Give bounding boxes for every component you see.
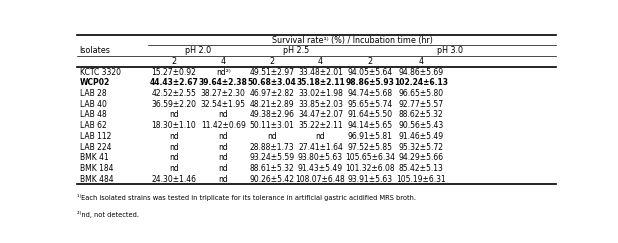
Text: Survival rate¹⁾ (%) / Incubation time (hr): Survival rate¹⁾ (%) / Incubation time (h… xyxy=(272,36,433,45)
Text: KCTC 3320: KCTC 3320 xyxy=(80,68,121,77)
Text: 2: 2 xyxy=(368,57,373,66)
Text: 88.62±5.32: 88.62±5.32 xyxy=(399,111,443,120)
Text: 15.27±0.92: 15.27±0.92 xyxy=(151,68,196,77)
Text: 105.65±6.34: 105.65±6.34 xyxy=(345,153,395,162)
Text: 42.52±2.55: 42.52±2.55 xyxy=(151,89,196,98)
Text: nd: nd xyxy=(218,153,228,162)
Text: 91.46±5.49: 91.46±5.49 xyxy=(399,132,444,141)
Text: 2: 2 xyxy=(269,57,274,66)
Text: 18.30±1.10: 18.30±1.10 xyxy=(151,121,196,130)
Text: Isolates: Isolates xyxy=(80,46,111,55)
Text: LAB 40: LAB 40 xyxy=(80,100,106,109)
Text: nd: nd xyxy=(169,143,179,152)
Text: 50.11±3.01: 50.11±3.01 xyxy=(250,121,294,130)
Text: ¹⁾Each isolated strains was tested in triplicate for its tolerance in artificial: ¹⁾Each isolated strains was tested in tr… xyxy=(77,194,417,201)
Text: nd: nd xyxy=(169,111,179,120)
Text: 50.68±3.04: 50.68±3.04 xyxy=(248,78,296,87)
Text: 108.07±6.48: 108.07±6.48 xyxy=(295,175,345,184)
Text: 35.22±2.11: 35.22±2.11 xyxy=(298,121,343,130)
Text: pH 2.5: pH 2.5 xyxy=(283,46,309,55)
Text: nd: nd xyxy=(218,111,228,120)
Text: 95.65±5.74: 95.65±5.74 xyxy=(347,100,393,109)
Text: BMK 41: BMK 41 xyxy=(80,153,108,162)
Text: 105.19±6.31: 105.19±6.31 xyxy=(396,175,446,184)
Text: 49.38±2.96: 49.38±2.96 xyxy=(250,111,294,120)
Text: 96.91±5.81: 96.91±5.81 xyxy=(348,132,392,141)
Text: 95.32±5.72: 95.32±5.72 xyxy=(399,143,443,152)
Text: 101.32±6.08: 101.32±6.08 xyxy=(345,164,395,173)
Text: 90.26±5.42: 90.26±5.42 xyxy=(250,175,294,184)
Text: 93.80±5.63: 93.80±5.63 xyxy=(298,153,343,162)
Text: 91.64±5.50: 91.64±5.50 xyxy=(347,111,392,120)
Text: 33.85±2.03: 33.85±2.03 xyxy=(298,100,343,109)
Text: 93.24±5.59: 93.24±5.59 xyxy=(250,153,295,162)
Text: 24.30±1.46: 24.30±1.46 xyxy=(151,175,197,184)
Text: 94.05±5.64: 94.05±5.64 xyxy=(347,68,393,77)
Text: 4: 4 xyxy=(221,57,226,66)
Text: 94.14±5.65: 94.14±5.65 xyxy=(347,121,392,130)
Text: 4: 4 xyxy=(318,57,323,66)
Text: 28.88±1.73: 28.88±1.73 xyxy=(250,143,294,152)
Text: 27.41±1.64: 27.41±1.64 xyxy=(298,143,343,152)
Text: 36.59±2.20: 36.59±2.20 xyxy=(151,100,197,109)
Text: 32.54±1.95: 32.54±1.95 xyxy=(201,100,246,109)
Text: 49.51±2.97: 49.51±2.97 xyxy=(250,68,294,77)
Text: nd: nd xyxy=(169,153,179,162)
Text: 93.91±5.63: 93.91±5.63 xyxy=(347,175,392,184)
Text: nd: nd xyxy=(218,164,228,173)
Text: 35.18±2.11: 35.18±2.11 xyxy=(296,78,345,87)
Text: 92.77±5.57: 92.77±5.57 xyxy=(399,100,444,109)
Text: 88.61±5.32: 88.61±5.32 xyxy=(250,164,294,173)
Text: 90.56±5.43: 90.56±5.43 xyxy=(398,121,444,130)
Text: 2: 2 xyxy=(171,57,176,66)
Text: 94.74±5.68: 94.74±5.68 xyxy=(347,89,392,98)
Text: 85.42±5.13: 85.42±5.13 xyxy=(399,164,443,173)
Text: 39.64±2.38: 39.64±2.38 xyxy=(199,78,248,87)
Text: 97.52±5.85: 97.52±5.85 xyxy=(348,143,392,152)
Text: nd: nd xyxy=(267,132,277,141)
Text: nd: nd xyxy=(169,132,179,141)
Text: 102.24±6.13: 102.24±6.13 xyxy=(394,78,448,87)
Text: 33.48±2.01: 33.48±2.01 xyxy=(298,68,343,77)
Text: BMK 484: BMK 484 xyxy=(80,175,113,184)
Text: 98.86±5.93: 98.86±5.93 xyxy=(345,78,394,87)
Text: 11.42±0.69: 11.42±0.69 xyxy=(201,121,246,130)
Text: 96.65±5.80: 96.65±5.80 xyxy=(399,89,444,98)
Text: pH 2.0: pH 2.0 xyxy=(185,46,211,55)
Text: 44.43±2.67: 44.43±2.67 xyxy=(150,78,198,87)
Text: 94.29±5.66: 94.29±5.66 xyxy=(399,153,444,162)
Text: nd²⁾: nd²⁾ xyxy=(216,68,231,77)
Text: 48.21±2.89: 48.21±2.89 xyxy=(250,100,294,109)
Text: LAB 28: LAB 28 xyxy=(80,89,106,98)
Text: nd: nd xyxy=(169,164,179,173)
Text: LAB 224: LAB 224 xyxy=(80,143,111,152)
Text: LAB 48: LAB 48 xyxy=(80,111,106,120)
Text: LAB 112: LAB 112 xyxy=(80,132,111,141)
Text: 91.43±5.49: 91.43±5.49 xyxy=(298,164,343,173)
Text: BMK 184: BMK 184 xyxy=(80,164,113,173)
Text: ²⁾nd, not detected.: ²⁾nd, not detected. xyxy=(77,211,139,218)
Text: 33.02±1.98: 33.02±1.98 xyxy=(298,89,343,98)
Text: nd: nd xyxy=(218,143,228,152)
Text: 34.47±2.07: 34.47±2.07 xyxy=(298,111,343,120)
Text: 4: 4 xyxy=(418,57,423,66)
Text: nd: nd xyxy=(316,132,326,141)
Text: LAB 62: LAB 62 xyxy=(80,121,106,130)
Text: pH 3.0: pH 3.0 xyxy=(438,46,464,55)
Text: 94.86±5.69: 94.86±5.69 xyxy=(399,68,444,77)
Text: 38.27±2.30: 38.27±2.30 xyxy=(201,89,246,98)
Text: nd: nd xyxy=(218,132,228,141)
Text: nd: nd xyxy=(218,175,228,184)
Text: 46.97±2.82: 46.97±2.82 xyxy=(250,89,294,98)
Text: WCP02: WCP02 xyxy=(80,78,110,87)
